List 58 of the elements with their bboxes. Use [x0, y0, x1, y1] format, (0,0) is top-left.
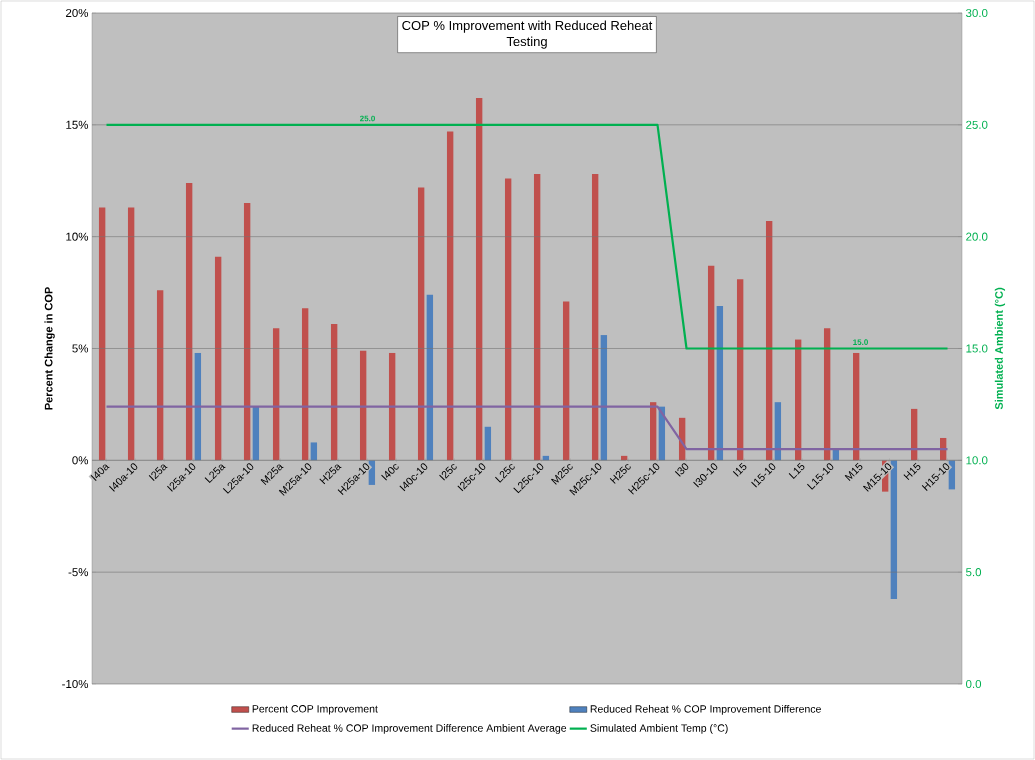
y2-tick-label: 5.0 — [966, 568, 982, 577]
bar — [417, 187, 425, 461]
legend-label: Reduced Reheat % COP Improvement Difference Ambient Average — [252, 724, 567, 734]
y-tick-label: 15% — [66, 120, 89, 129]
bar — [127, 207, 135, 461]
y-axis-title: Percent Change in COP — [44, 287, 55, 410]
bar — [272, 328, 280, 461]
bar — [910, 408, 918, 461]
legend-label: Reduced Reheat % COP Improvement Difference — [590, 704, 821, 715]
bar — [716, 306, 724, 461]
bar — [252, 406, 260, 461]
x-tick-label: I40a — [90, 464, 110, 481]
data-label: 25.0 — [360, 115, 375, 122]
text: Testing — [506, 36, 547, 49]
y-tick-label: 5% — [72, 344, 89, 353]
text: COP % Improvement with Reduced Reheat — [402, 20, 653, 33]
x-tick-label: I15 — [732, 462, 747, 477]
bar — [591, 174, 599, 461]
y2-tick-label: 30.0 — [965, 8, 988, 18]
bar — [185, 182, 193, 461]
legend-label: Simulated Ambient Temp (°C) — [590, 724, 728, 734]
bar — [484, 426, 492, 461]
legend-label: Percent COP Improvement — [252, 705, 378, 715]
x-tick-label: I30 — [674, 463, 689, 477]
y2-tick-label: 10.0 — [966, 456, 988, 465]
bar — [533, 174, 541, 461]
x-tick-label: L15 — [788, 462, 805, 479]
y-tick-label: -5% — [68, 568, 89, 577]
x-tick-label: I40c — [381, 464, 399, 481]
bar — [823, 328, 831, 461]
y2-axis-title: Simulated Ambient (°C) — [994, 287, 1006, 410]
x-tick-label: I25a — [148, 464, 168, 481]
bar — [426, 294, 434, 461]
y-tick-label: 0% — [72, 456, 89, 465]
bar — [562, 301, 570, 461]
bar — [707, 265, 715, 461]
y2-tick-label: 20.0 — [966, 232, 988, 241]
y-tick-label: -10% — [62, 679, 89, 689]
bar — [243, 203, 251, 461]
bar — [736, 279, 744, 461]
bar — [475, 97, 483, 461]
y2-tick-label: 15.0 — [966, 344, 988, 353]
x-tick-label: I25c — [439, 464, 457, 481]
y2-tick-label: 0.0 — [966, 679, 982, 689]
bar — [310, 442, 318, 461]
data-label: 15.0 — [853, 339, 868, 345]
bar — [301, 308, 309, 461]
bar — [765, 221, 773, 461]
bar — [359, 350, 367, 461]
y-tick-label: 10% — [66, 232, 89, 241]
bar — [194, 352, 202, 461]
bar — [600, 335, 608, 461]
y2-tick-label: 25.0 — [966, 120, 988, 129]
y-tick-label: 20% — [66, 8, 89, 18]
bar — [774, 402, 782, 461]
x-tick-label: H15 — [903, 462, 921, 481]
bar — [649, 402, 657, 461]
bar — [852, 352, 860, 461]
